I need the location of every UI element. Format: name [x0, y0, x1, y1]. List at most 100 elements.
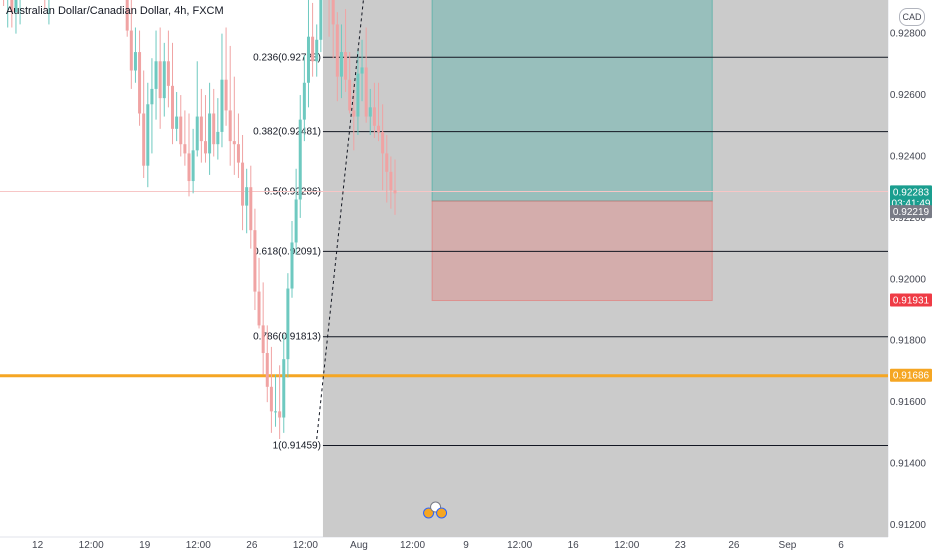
candle-body	[377, 125, 381, 132]
candle-body	[352, 110, 356, 117]
candle-body	[339, 52, 343, 77]
date-tick-label: 12:00	[400, 540, 425, 550]
candle-body	[356, 73, 360, 117]
price-badge-label: 0.91931	[893, 296, 930, 307]
price-badge-label: 0.92219	[893, 207, 930, 218]
candle-body	[150, 88, 154, 105]
candle-body	[315, 39, 319, 62]
candle-body	[175, 116, 179, 129]
candle-body	[290, 242, 294, 289]
date-tick-label: 12	[32, 540, 44, 550]
date-tick-label: 12:00	[293, 540, 318, 550]
date-tick-label: 9	[463, 540, 469, 550]
currency-badge[interactable]: CAD	[899, 8, 925, 26]
candle-body	[344, 52, 348, 80]
fib-trend-line	[316, 0, 364, 440]
price-badge	[890, 185, 932, 210]
position-stop-zone	[431, 200, 713, 302]
price-tick-label: 0.92200	[890, 213, 927, 224]
date-tick-label: 19	[139, 540, 151, 550]
candle-body	[294, 199, 298, 243]
candle-body	[154, 61, 158, 89]
date-tick-label: 12:00	[614, 540, 639, 550]
chart-title: Australian Dollar/Canadian Dollar, 4h, F…	[6, 5, 224, 17]
candle-body	[220, 79, 224, 132]
price-tick-label: 0.91200	[890, 520, 927, 531]
event-flag-icon	[436, 507, 448, 519]
date-tick-label: 26	[728, 540, 740, 550]
candle-body	[274, 411, 278, 413]
date-tick-label: 12:00	[186, 540, 211, 550]
date-tick-label: 16	[568, 540, 580, 550]
candle-body	[253, 230, 257, 292]
fib-level-label: 0.382(0.92481)	[253, 127, 321, 138]
candle-body	[162, 61, 166, 99]
event-markers-icon[interactable]	[423, 501, 448, 519]
candle-body	[249, 187, 253, 231]
price-tick-label: 0.92600	[890, 90, 927, 101]
candle-body	[278, 411, 282, 418]
position-target-zone	[431, 0, 713, 202]
candle-body	[265, 353, 269, 387]
fib-level-label: 1(0.91459)	[273, 440, 321, 451]
candle-body	[133, 52, 137, 71]
candle-body	[364, 67, 368, 117]
candle-body	[232, 141, 236, 145]
candle-body	[245, 187, 249, 206]
date-tick-label: 23	[675, 540, 687, 550]
candle-body	[191, 150, 195, 182]
candle-body	[393, 190, 397, 194]
fib-retracement-zone	[322, 0, 889, 537]
candle-body	[183, 144, 187, 154]
candle-body	[10, 0, 14, 13]
candle-body	[385, 153, 389, 172]
candle-body	[166, 61, 170, 86]
candle-body	[146, 104, 150, 166]
price-tick-label: 0.91800	[890, 336, 927, 347]
candle-body	[311, 36, 315, 62]
candle-body	[208, 113, 212, 154]
candle-body	[286, 288, 290, 360]
candle-body	[228, 110, 232, 142]
price-tick-label: 0.92400	[890, 151, 927, 162]
candle-body	[187, 153, 191, 182]
date-tick-label: 12:00	[79, 540, 104, 550]
candle-body	[381, 131, 385, 154]
candle-body	[142, 113, 146, 166]
fib-level-label: 0.618(0.92091)	[253, 246, 321, 257]
candle-body	[261, 325, 265, 354]
date-tick-label: 12:00	[507, 540, 532, 550]
candle-body	[348, 79, 352, 111]
candle-body	[360, 67, 364, 74]
candle-body	[302, 82, 306, 120]
candle-body	[171, 85, 175, 129]
candle-body	[199, 116, 203, 142]
candle-body	[158, 61, 162, 99]
fib-level-label: 0.236(0.92723)	[253, 52, 321, 63]
price-badge-label: 0.91686	[893, 371, 930, 382]
candle-body	[389, 171, 393, 191]
candle-body	[306, 36, 310, 83]
price-badge	[890, 205, 932, 219]
price-badge	[890, 368, 932, 382]
candle-body	[372, 107, 376, 126]
candle-body	[195, 116, 199, 151]
candle-body	[236, 144, 240, 163]
candle-body	[269, 386, 273, 412]
date-tick-label: Aug	[350, 540, 368, 550]
candle-body	[224, 79, 228, 111]
price-badge-label: 0.92283	[893, 187, 930, 198]
price-tick-label: 0.91600	[890, 397, 927, 408]
candle-body	[335, 24, 339, 77]
candle-body	[331, 0, 335, 25]
price-tick-label: 0.92000	[890, 274, 927, 285]
candle-body	[282, 359, 286, 418]
candle-body	[125, 0, 129, 31]
date-tick-label: 26	[246, 540, 258, 550]
candle-body	[138, 52, 142, 114]
candle-body	[216, 131, 220, 145]
candle-body	[241, 162, 245, 206]
price-badge	[890, 293, 932, 307]
date-tick-label: Sep	[779, 540, 797, 550]
